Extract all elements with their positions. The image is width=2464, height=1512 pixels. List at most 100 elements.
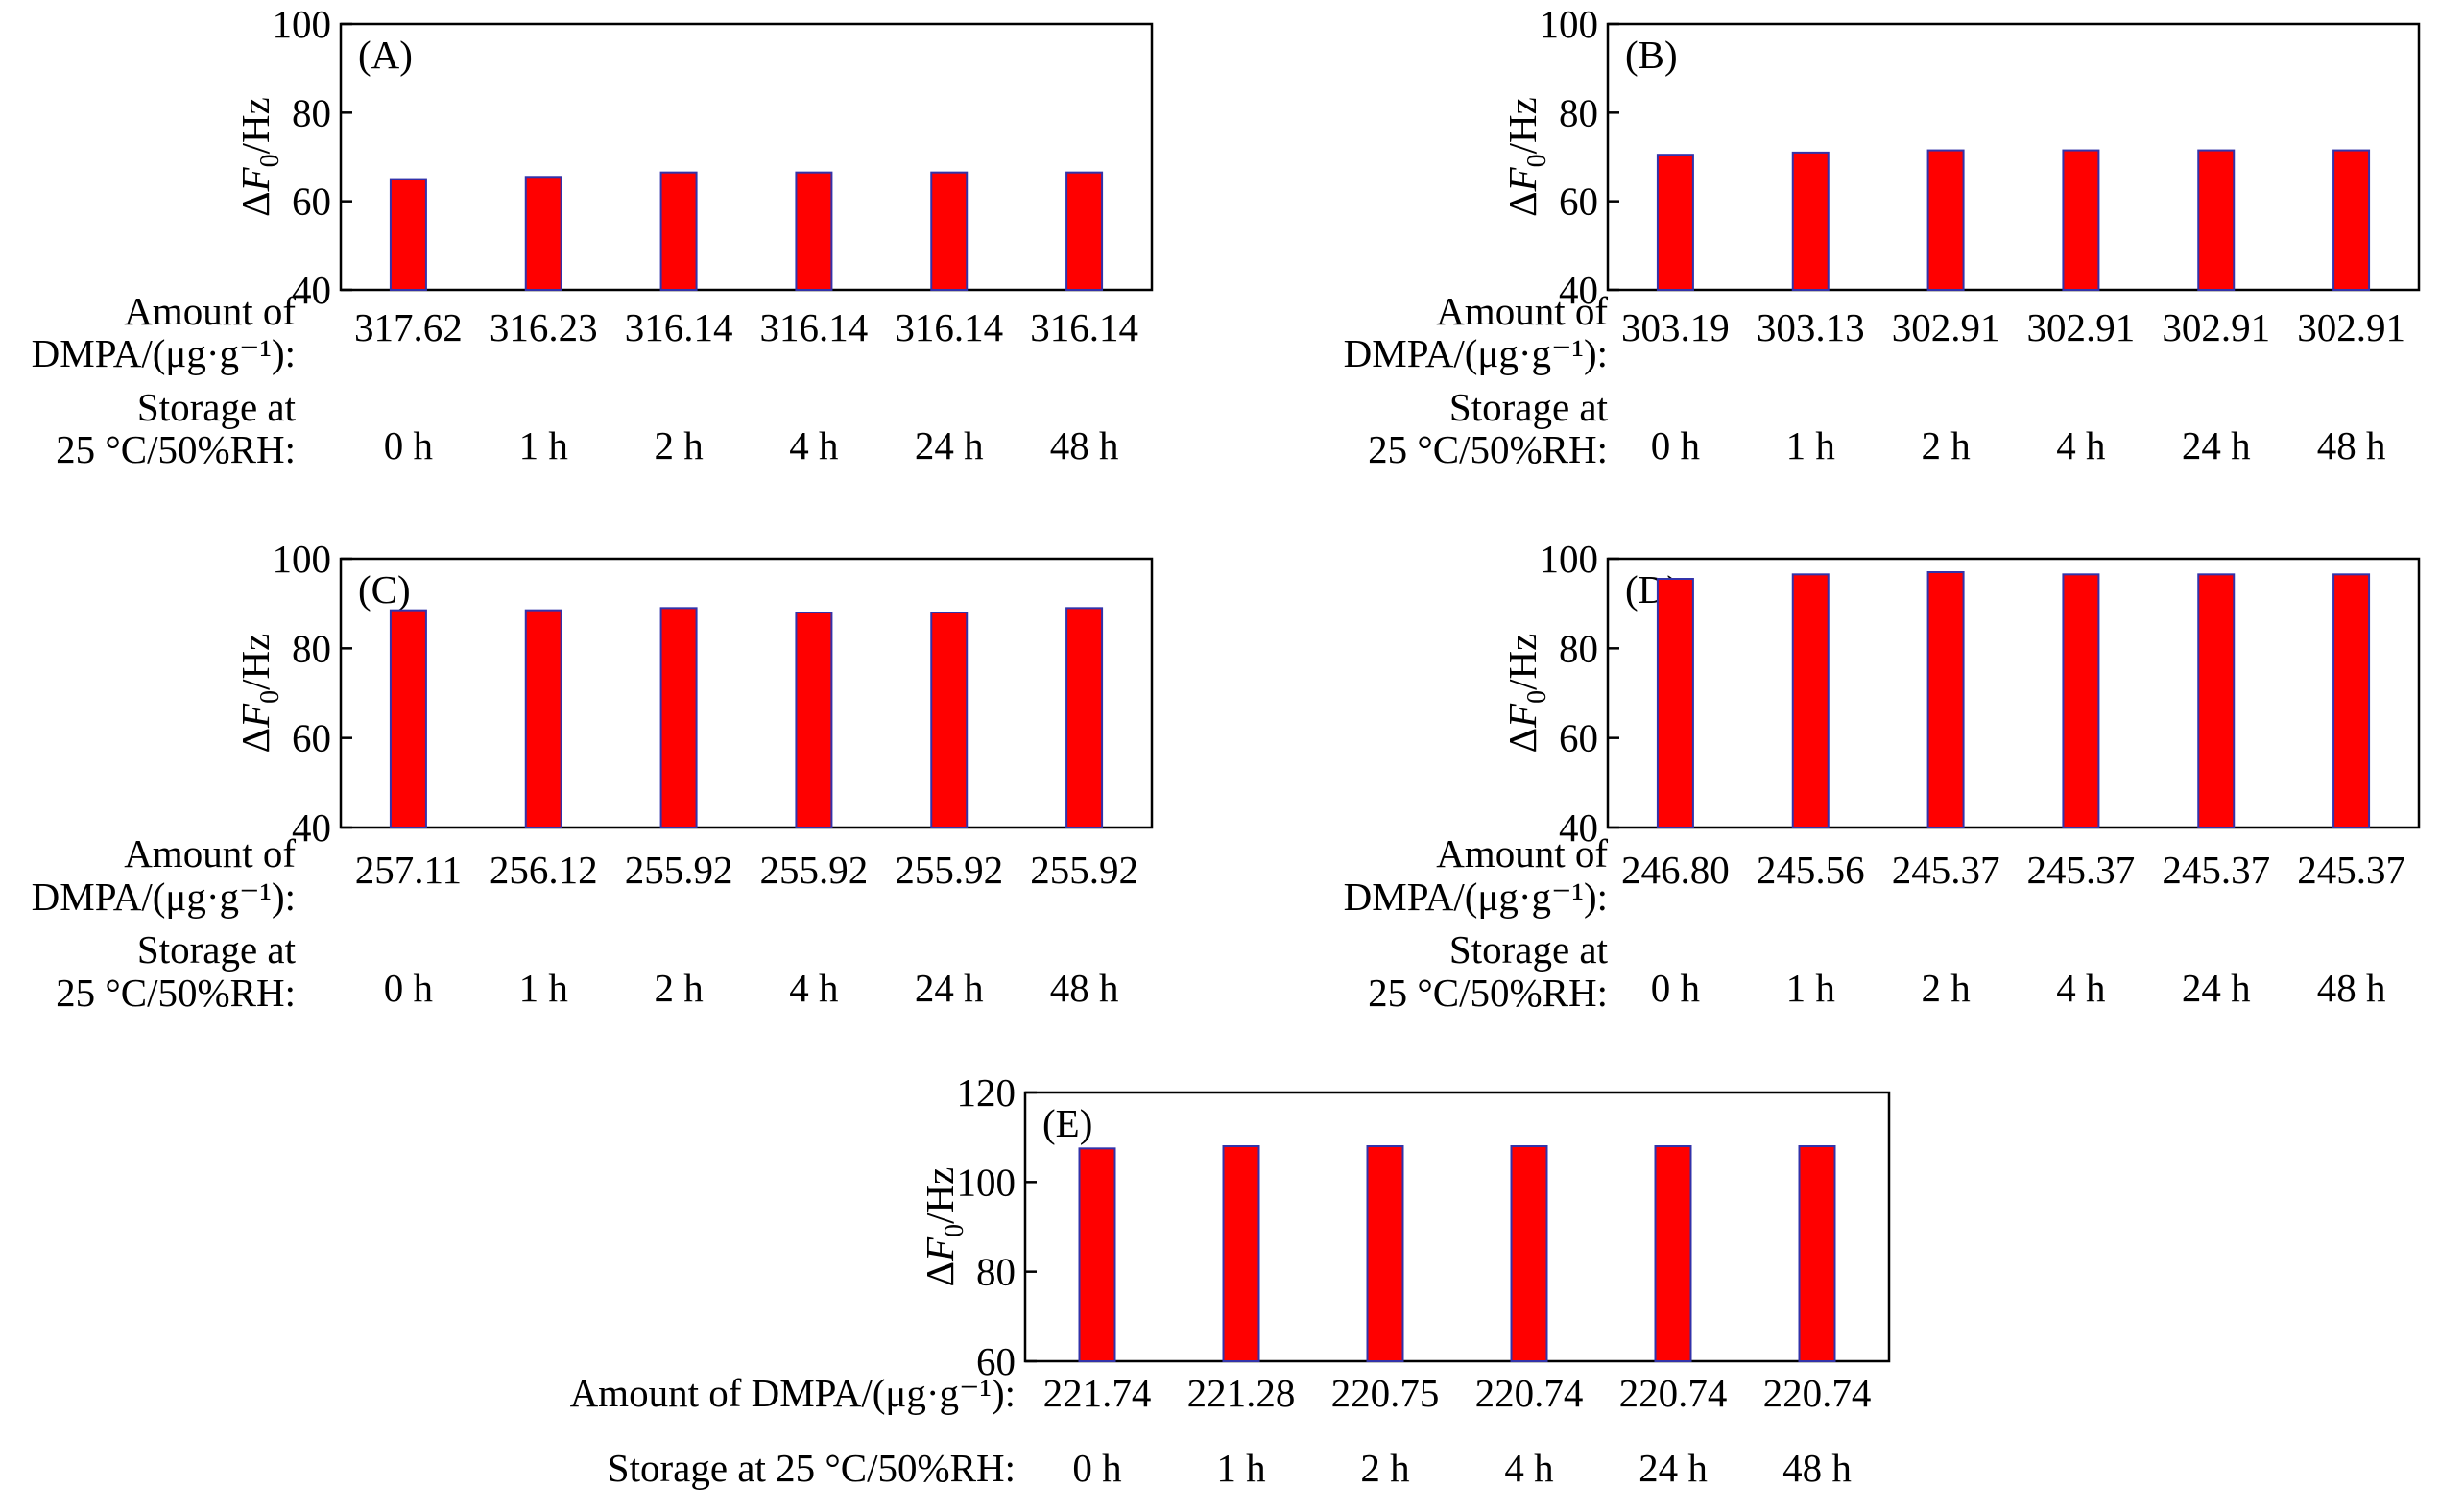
y-tick-label: 80	[292, 90, 331, 134]
x-category-label: 48 h	[1782, 1446, 1852, 1490]
x-category-label: 2 h	[1360, 1446, 1409, 1490]
bar	[1065, 607, 1104, 828]
amount-value: 316.23	[490, 305, 598, 349]
y-tick-label: 40	[292, 805, 331, 850]
panel-c: 40 60 80 100 ΔF0/Hz (C) 257.11 256.12 255.92 255.…	[32, 537, 1154, 1015]
x-category-label: 1 h	[1786, 966, 1835, 1010]
storage-row-label: Storage at	[137, 927, 297, 972]
y-tick-label: 60	[1559, 180, 1598, 224]
amount-value: 316.14	[895, 305, 1003, 349]
panel-label: (A)	[358, 33, 413, 77]
x-category-label: 24 h	[2182, 423, 2251, 468]
y-tick-label: 80	[1559, 90, 1598, 134]
y-tick-label: 60	[1559, 716, 1598, 760]
amount-value: 220.74	[1763, 1371, 1872, 1415]
storage-row-label: 25 °C/50%RH:	[1368, 427, 1608, 471]
bar	[1078, 1147, 1116, 1363]
amount-value: 303.19	[1621, 305, 1730, 349]
amount-value: 316.14	[625, 305, 733, 349]
y-tick-label: 40	[292, 268, 331, 312]
amount-row-label: DMPA/(μg·g⁻¹):	[32, 875, 296, 919]
y-axis-label: ΔF0/Hz	[233, 97, 285, 217]
bar	[2197, 573, 2236, 828]
x-category-label: 24 h	[915, 423, 984, 468]
bar	[389, 178, 427, 291]
bar	[1791, 573, 1830, 828]
plot-frame	[339, 557, 1154, 829]
bar	[1222, 1145, 1260, 1362]
panel-a: 40 60 80 100 ΔF0/Hz (A) 317.62 316.23 316.14 316.…	[32, 2, 1154, 471]
bar	[2197, 149, 2236, 291]
bar	[1656, 578, 1694, 828]
y-tick-label: 60	[292, 180, 331, 224]
amount-row-label: Amount of DMPA/(μg·g⁻¹):	[570, 1371, 1016, 1415]
panel-label: (E)	[1042, 1101, 1092, 1145]
bar	[795, 612, 833, 828]
y-tick-label: 120	[957, 1070, 1017, 1115]
bar	[1791, 151, 1830, 291]
amount-value: 220.75	[1331, 1371, 1440, 1415]
x-category-label: 2 h	[1921, 966, 1970, 1010]
y-axis-label: ΔF0/Hz	[1500, 97, 1552, 217]
amount-value: 255.92	[625, 848, 733, 892]
amount-value: 245.37	[1892, 848, 2000, 892]
amount-row-label: Amount of	[124, 831, 296, 876]
x-category-label: 0 h	[384, 966, 433, 1010]
x-category-label: 2 h	[654, 966, 703, 1010]
storage-row-label: 25 °C/50%RH:	[56, 971, 296, 1015]
bar	[2062, 573, 2100, 828]
bar	[659, 607, 698, 828]
plot-frame	[339, 22, 1154, 292]
storage-row-label: 25 °C/50%RH:	[56, 427, 296, 471]
bar	[1798, 1145, 1836, 1362]
amount-value: 302.91	[2162, 305, 2270, 349]
amount-value: 255.92	[760, 848, 869, 892]
x-category-label: 24 h	[1639, 1446, 1708, 1490]
storage-row-label: Storage at	[137, 385, 297, 429]
bar	[389, 609, 427, 829]
amount-value: 246.80	[1621, 848, 1730, 892]
bar	[1926, 571, 1965, 828]
y-tick-label: 80	[292, 626, 331, 670]
x-category-label: 48 h	[1050, 423, 1119, 468]
x-category-label: 4 h	[1504, 1446, 1553, 1490]
y-tick-label: 40	[1559, 805, 1598, 850]
x-category-label: 2 h	[654, 423, 703, 468]
bar	[524, 609, 562, 829]
y-axis-label: ΔF0/Hz	[233, 634, 285, 754]
amount-value: 302.91	[2027, 305, 2136, 349]
y-tick-label: 100	[273, 2, 332, 46]
amount-value: 302.91	[2297, 305, 2405, 349]
bar	[2062, 149, 2100, 291]
bar	[2332, 149, 2371, 291]
y-tick-label: 80	[976, 1250, 1016, 1294]
amount-value: 221.28	[1187, 1371, 1296, 1415]
storage-row-label: Storage at	[1449, 385, 1609, 429]
y-tick-label: 100	[273, 537, 332, 581]
amount-value: 256.12	[490, 848, 598, 892]
amount-row-label: Amount of	[1436, 289, 1608, 333]
x-category-label: 4 h	[2056, 966, 2105, 1010]
x-category-label: 48 h	[1050, 966, 1119, 1010]
amount-value: 257.11	[355, 848, 462, 892]
plot-frame	[1606, 22, 2421, 292]
x-category-label: 4 h	[789, 966, 838, 1010]
amount-value: 245.37	[2027, 848, 2136, 892]
bar	[930, 612, 969, 828]
bar	[1656, 154, 1694, 291]
x-category-label: 24 h	[2182, 966, 2251, 1010]
x-category-label: 48 h	[2317, 423, 2386, 468]
x-category-label: 0 h	[1651, 966, 1700, 1010]
amount-value: 245.56	[1757, 848, 1865, 892]
bar	[1926, 149, 1965, 291]
amount-value: 317.62	[354, 305, 463, 349]
bar	[524, 176, 562, 291]
x-category-label: 0 h	[1651, 423, 1700, 468]
bar	[930, 171, 969, 292]
plot-frame	[1023, 1091, 1891, 1363]
y-tick-label: 60	[976, 1339, 1016, 1383]
x-category-label: 1 h	[519, 423, 568, 468]
x-category-label: 0 h	[1072, 1446, 1121, 1490]
y-axis-label: ΔF0/Hz	[1500, 634, 1552, 754]
